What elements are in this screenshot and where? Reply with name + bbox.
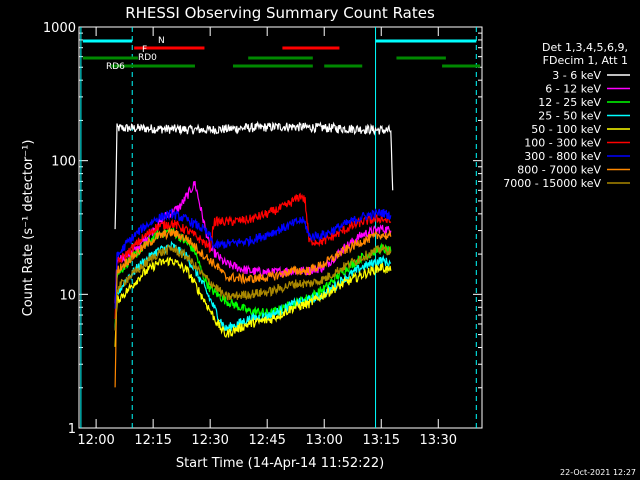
legend: Det 1,3,4,5,6,9,FDecim 1, Att 1 3 - 6 keV… — [503, 41, 630, 190]
x-tick-label: 12:45 — [248, 433, 285, 448]
series-line — [114, 256, 392, 347]
y-tick-label: 100 — [51, 155, 76, 170]
legend-label: 25 - 50 keV — [538, 110, 601, 123]
legend-header: Det 1,3,4,5,6,9, — [542, 41, 628, 54]
x-tick-label: 12:30 — [191, 433, 228, 448]
x-tick-label: 13:30 — [420, 433, 457, 448]
legend-label: 7000 - 15000 keV — [503, 177, 601, 190]
series-line — [114, 120, 394, 230]
legend-label: 12 - 25 keV — [538, 96, 601, 109]
flag-label: N — [158, 36, 165, 46]
x-tick-label: 13:00 — [305, 433, 342, 448]
x-tick-label: 12:00 — [77, 433, 114, 448]
series-line — [114, 192, 392, 320]
legend-label: 100 - 300 keV — [524, 137, 601, 150]
series-line — [114, 226, 392, 388]
x-tick-label: 12:15 — [134, 433, 171, 448]
flag-label: RD6 — [106, 62, 125, 72]
legend-header: FDecim 1, Att 1 — [543, 54, 628, 67]
y-tick-label: 10 — [59, 288, 76, 303]
legend-label: 300 - 800 keV — [524, 150, 601, 163]
legend-label: 6 - 12 keV — [545, 83, 601, 96]
x-axis-label: Start Time (14-Apr-14 11:52:22) — [176, 456, 384, 471]
y-tick-label: 1000 — [43, 21, 76, 36]
footer-timestamp: 22-Oct-2021 12:27 — [560, 468, 636, 477]
event-vlines — [80, 27, 477, 428]
chart-title: RHESSI Observing Summary Count Rates — [125, 4, 435, 22]
series-layer — [114, 120, 394, 388]
legend-label: 50 - 100 keV — [531, 123, 601, 136]
legend-label: 3 - 6 keV — [552, 69, 601, 82]
series-line — [114, 207, 392, 309]
legend-label: 800 - 7000 keV — [517, 164, 601, 177]
plot-frame — [78, 26, 483, 429]
series-line — [114, 244, 392, 331]
flag-label: F — [142, 45, 147, 55]
axis-ticks: 12:00 12:15 12:30 12:45 13:00 13:15 13:30 1 10 10… — [43, 21, 482, 448]
y-axis-label: Count Rate (s⁻¹ detector⁻¹) — [21, 140, 36, 317]
flag-label: RD0 — [138, 53, 157, 63]
x-tick-label: 13:15 — [363, 433, 400, 448]
y-tick-label: 1 — [68, 422, 76, 437]
